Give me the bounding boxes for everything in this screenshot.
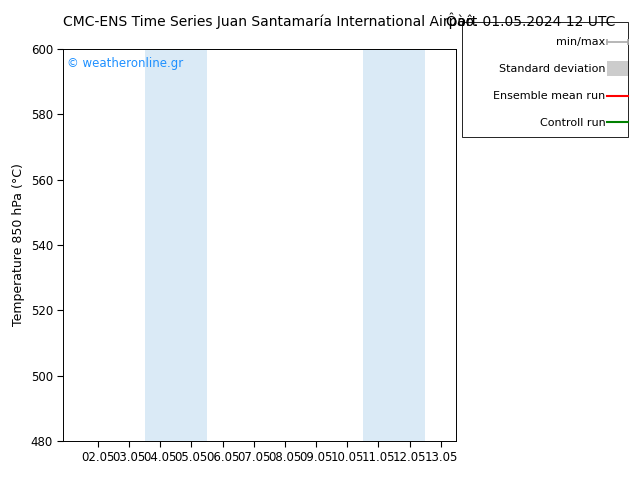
Text: © weatheronline.gr: © weatheronline.gr — [67, 57, 184, 70]
Text: Ôàô. 01.05.2024 12 UTC: Ôàô. 01.05.2024 12 UTC — [446, 15, 615, 29]
Text: min/max: min/max — [556, 37, 605, 47]
Bar — [363, 49, 425, 441]
Y-axis label: Temperature 850 hPa (°C): Temperature 850 hPa (°C) — [12, 164, 25, 326]
Text: Ensemble mean run: Ensemble mean run — [493, 91, 605, 100]
Text: Standard deviation: Standard deviation — [499, 64, 605, 74]
Text: Controll run: Controll run — [540, 118, 605, 127]
Text: CMC-ENS Time Series Juan Santamaría International Airport: CMC-ENS Time Series Juan Santamaría Inte… — [63, 15, 477, 29]
Bar — [145, 49, 207, 441]
